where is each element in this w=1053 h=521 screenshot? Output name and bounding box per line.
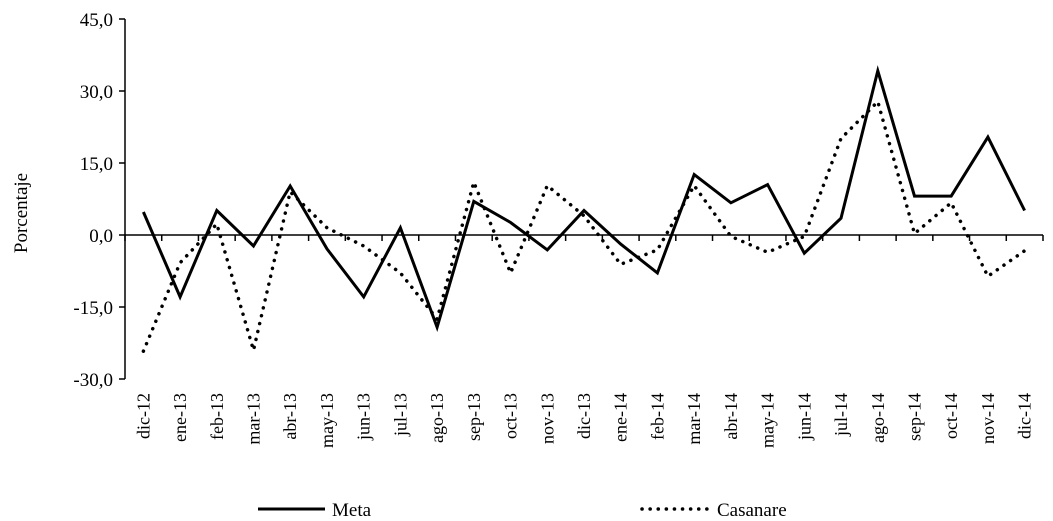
x-tick-label: ene-14 <box>611 393 631 442</box>
x-tick-label: ago-14 <box>868 393 888 443</box>
y-axis-label: Porcentaje <box>11 173 32 253</box>
x-tick-label: feb-14 <box>647 393 667 440</box>
x-tick-label: jul-14 <box>831 393 851 437</box>
x-tick-label: sep-13 <box>464 393 484 441</box>
x-tick-label: dic-14 <box>1015 393 1035 439</box>
y-tick-label: 45,0 <box>80 10 113 31</box>
legend: Meta Casanare <box>258 500 787 521</box>
x-tick-label: jun-13 <box>354 393 374 441</box>
x-tick-label: feb-13 <box>207 393 227 440</box>
x-tick-label: sep-14 <box>904 393 924 441</box>
x-tick-label: mar-14 <box>684 393 704 445</box>
x-tick-label: jul-13 <box>390 393 410 437</box>
legend-label-meta: Meta <box>332 500 372 521</box>
x-tick-label: ene-13 <box>170 393 190 442</box>
x-tick-label: may-14 <box>758 393 778 448</box>
x-tick-label: nov-13 <box>537 393 557 444</box>
y-tick-label: -30,0 <box>73 370 113 391</box>
y-tick-label: -15,0 <box>73 298 113 319</box>
x-tick-label: abr-13 <box>280 393 300 440</box>
legend-label-casanare: Casanare <box>717 500 787 521</box>
x-tick-label: oct-13 <box>501 393 521 439</box>
x-tick-label: ago-13 <box>427 393 447 443</box>
x-tick-label: abr-14 <box>721 393 741 440</box>
series-line-meta <box>142 65 1026 332</box>
x-tick-label: dic-12 <box>133 393 153 439</box>
y-tick-label: 30,0 <box>80 82 113 103</box>
x-tick-label: mar-13 <box>244 393 264 445</box>
y-axis: 45,0 30,0 15,0 0,0 -15,0 -30,0 <box>73 10 126 391</box>
series-line-casanare <box>141 98 1027 358</box>
y-tick-label: 15,0 <box>80 154 113 175</box>
x-tick-label: oct-14 <box>941 393 961 439</box>
x-tick-label: may-13 <box>317 393 337 448</box>
x-tick-label: nov-14 <box>978 393 998 444</box>
x-tick-label: jun-14 <box>794 393 814 441</box>
y-tick-label: 0,0 <box>89 226 113 247</box>
plot-area <box>141 65 1027 358</box>
x-axis: dic-12 ene-13 feb-13 mar-13 abr-13 may-13 jun-… <box>124 234 1044 448</box>
x-tick-label: dic-13 <box>574 393 594 439</box>
